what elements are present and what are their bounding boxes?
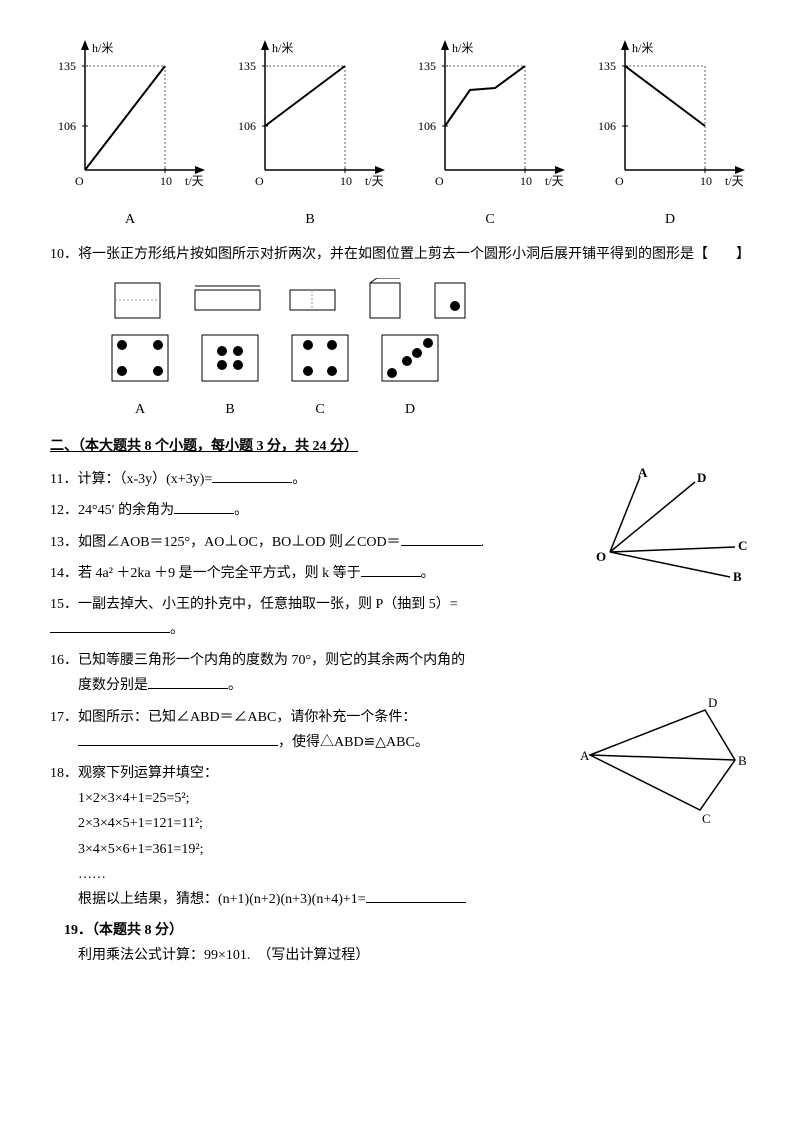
- charts-row: h/米 135 106 O 10 t/天 A h/米 135 106 O: [50, 40, 750, 232]
- q16-blank[interactable]: [148, 674, 228, 689]
- q11-blank[interactable]: [212, 468, 292, 483]
- svg-text:h/米: h/米: [272, 41, 293, 55]
- q17-blank[interactable]: [78, 731, 278, 746]
- q17-suffix: ，使得△ABD≌△ABC。: [278, 735, 429, 750]
- q16: 16．已知等腰三角形一个内角的度数为 70°，则它的其余两个内角的 度数分别是。: [50, 648, 750, 698]
- svg-text:106: 106: [418, 119, 436, 133]
- chart-d-svg: h/米 135 106 O 10 t/天: [590, 40, 750, 190]
- svg-text:D: D: [697, 470, 706, 485]
- svg-text:A: A: [580, 748, 590, 763]
- svg-text:t/天: t/天: [725, 174, 744, 188]
- svg-text:O: O: [435, 174, 444, 188]
- svg-text:10: 10: [340, 174, 352, 188]
- fold-4: [365, 278, 410, 323]
- chart-c-svg: h/米 135 106 O 10 t/天: [410, 40, 570, 190]
- chart-b-svg: h/米 135 106 O 10 t/天: [230, 40, 390, 190]
- svg-text:C: C: [738, 538, 747, 553]
- chart-ylabel: h/米: [92, 41, 113, 55]
- q14-prefix: 14．若 4a² ＋2ka ＋9 是一个完全平方式，则 k 等于: [50, 566, 361, 581]
- svg-text:B: B: [738, 753, 747, 768]
- q12-blank[interactable]: [174, 499, 234, 514]
- svg-text:O: O: [255, 174, 264, 188]
- q16-line1: 16．已知等腰三角形一个内角的度数为 70°，则它的其余两个内角的: [50, 648, 750, 673]
- q18-blank[interactable]: [366, 888, 466, 903]
- q13-prefix: 13．如图∠AOB＝125°，AO⊥OC，BO⊥OD 则∠COD＝: [50, 535, 401, 550]
- chart-y-hi: 135: [58, 59, 76, 73]
- ans-b: B: [200, 333, 260, 422]
- q19-body: 19．（本题共 8 分）利用乘法公式计算：99×101. （写出计算过程）: [64, 918, 750, 968]
- q18-line3: 3×4×5×6+1=361=19²;: [78, 837, 750, 862]
- ans-a: A: [110, 333, 170, 422]
- chart-origin: O: [75, 174, 84, 188]
- q18-dots: ……: [78, 862, 750, 887]
- q15: 15．一副去掉大、小王的扑克中，任意抽取一张，则 P（抽到 5）=。: [50, 592, 750, 642]
- chart-y-lo: 106: [58, 119, 76, 133]
- svg-text:135: 135: [238, 59, 256, 73]
- chart-b-label: B: [230, 207, 390, 232]
- chart-a-label: A: [50, 207, 210, 232]
- angle-diagram: A D C B O: [590, 467, 750, 596]
- q15-prefix: 15．一副去掉大、小王的扑克中，任意抽取一张，则 P（抽到 5）=: [50, 597, 458, 612]
- section2-header: 二、（本大题共 8 个小题，每小题 3 分，共 24 分）: [50, 434, 750, 459]
- q19-text: 利用乘法公式计算：99×101. （写出计算过程）: [78, 943, 750, 968]
- chart-a: h/米 135 106 O 10 t/天 A: [50, 40, 210, 232]
- fold-1: [110, 278, 170, 323]
- chart-d-label: D: [590, 207, 750, 232]
- svg-text:O: O: [596, 549, 606, 564]
- svg-text:C: C: [702, 811, 711, 825]
- svg-text:O: O: [615, 174, 624, 188]
- q15-blank[interactable]: [50, 618, 170, 633]
- ans-d: D: [380, 333, 440, 422]
- q13-blank[interactable]: [401, 531, 481, 546]
- q11-suffix: 。: [292, 472, 306, 487]
- fold-2: [190, 278, 265, 323]
- svg-text:A: A: [638, 467, 648, 480]
- chart-c: h/米 135 106 O 10 t/天 C: [410, 40, 570, 232]
- chart-c-label: C: [410, 207, 570, 232]
- q10-text: 10．将一张正方形纸片按如图所示对折两次，并在如图位置上剪去一个圆形小洞后展开铺…: [50, 242, 750, 267]
- chart-d: h/米 135 106 O 10 t/天 D: [590, 40, 750, 232]
- svg-text:106: 106: [238, 119, 256, 133]
- svg-text:135: 135: [598, 59, 616, 73]
- svg-text:t/天: t/天: [545, 174, 564, 188]
- q18-final-prefix: 根据以上结果，猜想：(n+1)(n+2)(n+3)(n+4)+1=: [78, 892, 366, 907]
- chart-a-svg: h/米 135 106 O 10 t/天: [50, 40, 210, 190]
- q10-answers-row: A B C D: [110, 333, 750, 422]
- chart-b: h/米 135 106 O 10 t/天 B: [230, 40, 390, 232]
- chart-xlabel: t/天: [185, 174, 204, 188]
- chart-xmax: 10: [160, 174, 172, 188]
- svg-text:D: D: [708, 695, 717, 710]
- q14-blank[interactable]: [361, 562, 421, 577]
- q10-folding-row: [110, 278, 750, 323]
- fold-3: [285, 278, 345, 323]
- svg-text:B: B: [733, 569, 742, 584]
- svg-text:t/天: t/天: [365, 174, 384, 188]
- fold-5: [430, 278, 470, 323]
- triangle-diagram: A B D C: [580, 695, 750, 834]
- svg-text:10: 10: [700, 174, 712, 188]
- svg-text:10: 10: [520, 174, 532, 188]
- q12-prefix: 12．24°45′ 的余角为: [50, 503, 174, 518]
- svg-text:106: 106: [598, 119, 616, 133]
- ans-c: C: [290, 333, 350, 422]
- svg-text:135: 135: [418, 59, 436, 73]
- svg-text:h/米: h/米: [452, 41, 473, 55]
- svg-text:h/米: h/米: [632, 41, 653, 55]
- q16-line2-prefix: 度数分别是: [78, 678, 148, 693]
- q11-prefix: 11．计算：（x-3y）(x+3y)=: [50, 472, 212, 487]
- q19-header: 19．（本题共 8 分）: [64, 918, 750, 943]
